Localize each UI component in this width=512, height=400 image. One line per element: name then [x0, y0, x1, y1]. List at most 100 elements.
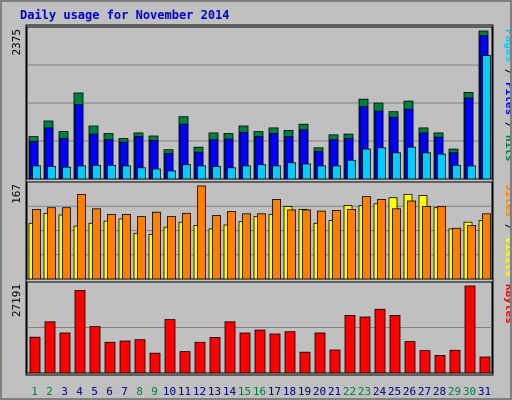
bar-kbytes-day-28: [434, 354, 446, 374]
bar-pages-day-9: [152, 168, 161, 180]
x-tick-day-20: 20: [313, 385, 326, 398]
bar-pages-day-28: [437, 153, 446, 180]
bar-pages-day-18: [287, 162, 296, 180]
bar-kbytes-day-16: [254, 329, 266, 374]
bar-kbytes-day-12: [194, 341, 206, 374]
bar-sites-day-20: [317, 210, 326, 280]
y-max-label-sites-visits: 167: [10, 184, 23, 204]
bar-sites-day-11: [182, 212, 191, 280]
legend-entry-hits: Hits: [503, 135, 512, 162]
bar-sites-day-24: [377, 198, 386, 280]
bar-kbytes-day-17: [269, 333, 281, 374]
bar-kbytes-day-29: [449, 349, 461, 374]
bar-kbytes-day-31: [479, 356, 491, 374]
legend-separator: /: [503, 62, 512, 82]
bar-sites-day-25: [392, 208, 401, 280]
bar-kbytes-day-1: [29, 336, 41, 374]
x-tick-day-15: 15: [238, 385, 251, 398]
bar-pages-day-11: [182, 164, 191, 180]
bar-pages-day-29: [452, 164, 461, 180]
bar-pages-day-14: [227, 167, 236, 180]
bar-sites-day-13: [212, 215, 221, 280]
bar-sites-day-9: [152, 211, 161, 280]
bar-sites-day-28: [437, 206, 446, 280]
bar-sites-day-14: [227, 211, 236, 280]
x-tick-day-1: 1: [31, 385, 38, 398]
x-tick-day-2: 2: [46, 385, 53, 398]
bar-kbytes-day-8: [134, 339, 146, 374]
x-tick-day-9: 9: [151, 385, 158, 398]
bar-pages-day-6: [107, 164, 116, 180]
x-tick-day-16: 16: [253, 385, 266, 398]
bar-sites-day-12: [197, 185, 206, 280]
bar-kbytes-day-7: [119, 340, 131, 374]
bar-kbytes-day-4: [74, 290, 86, 374]
bar-kbytes-day-24: [374, 308, 386, 374]
bar-pages-day-3: [62, 166, 71, 180]
bar-pages-day-31: [482, 55, 491, 180]
bar-kbytes-day-3: [59, 332, 71, 374]
x-tick-day-25: 25: [388, 385, 401, 398]
bar-sites-day-8: [137, 216, 146, 280]
bar-kbytes-day-18: [284, 331, 296, 374]
bar-sites-day-5: [92, 208, 101, 280]
x-tick-day-18: 18: [283, 385, 296, 398]
bar-kbytes-day-14: [224, 321, 236, 374]
legend-entry-files: Files: [503, 82, 512, 115]
x-tick-day-14: 14: [223, 385, 237, 398]
bar-sites-day-21: [332, 210, 341, 280]
bar-kbytes-day-30: [464, 285, 476, 374]
bar-kbytes-day-13: [209, 337, 221, 374]
bar-kbytes-day-6: [104, 341, 116, 374]
x-tick-day-11: 11: [178, 385, 191, 398]
bar-kbytes-day-19: [299, 351, 311, 374]
bar-sites-day-16: [257, 213, 266, 280]
legend-kbytes: KBytes: [503, 284, 512, 324]
bar-kbytes-day-20: [314, 332, 326, 374]
bar-pages-day-15: [242, 165, 251, 180]
bar-sites-day-4: [77, 193, 86, 280]
bar-kbytes-day-22: [344, 314, 356, 374]
x-tick-day-5: 5: [91, 385, 98, 398]
legend-separator: /: [503, 217, 512, 237]
bar-pages-day-8: [137, 167, 146, 180]
bar-pages-day-23: [362, 148, 371, 180]
x-tick-day-19: 19: [298, 385, 311, 398]
bar-kbytes-day-15: [239, 332, 251, 374]
bar-pages-day-30: [467, 165, 476, 180]
x-tick-day-10: 10: [163, 385, 176, 398]
legend-entry-sites: Sites: [503, 184, 512, 217]
x-tick-day-27: 27: [418, 385, 431, 398]
bar-pages-day-4: [77, 165, 86, 180]
legend-entry-visits: Visits: [503, 237, 512, 277]
bar-kbytes-day-27: [419, 350, 431, 374]
x-tick-day-30: 30: [463, 385, 476, 398]
bar-pages-day-5: [92, 164, 101, 180]
x-tick-day-12: 12: [193, 385, 206, 398]
bar-sites-day-6: [107, 213, 116, 280]
bar-kbytes-day-23: [359, 316, 371, 374]
bar-pages-day-16: [257, 164, 266, 180]
bar-pages-day-20: [317, 165, 326, 180]
bar-sites-day-26: [407, 200, 416, 280]
x-tick-day-28: 28: [433, 385, 446, 398]
bar-kbytes-day-5: [89, 326, 101, 374]
bar-pages-day-22: [347, 159, 356, 180]
y-max-label-kbytes: 27191: [10, 284, 23, 317]
bar-pages-day-19: [302, 163, 311, 180]
bar-sites-day-1: [32, 208, 41, 280]
bar-pages-day-13: [212, 166, 221, 180]
bar-sites-day-18: [287, 209, 296, 280]
bar-sites-day-23: [362, 196, 371, 280]
bar-pages-day-2: [47, 166, 56, 180]
plot-frame: [25, 24, 494, 376]
bar-sites-day-22: [347, 208, 356, 280]
bar-pages-day-25: [392, 152, 401, 180]
bar-sites-day-10: [167, 216, 176, 280]
bar-pages-day-26: [407, 146, 416, 180]
legend-sites-visits: Sites / Visits: [503, 184, 512, 277]
x-tick-day-29: 29: [448, 385, 461, 398]
x-tick-day-17: 17: [268, 385, 281, 398]
bar-kbytes-day-25: [389, 314, 401, 374]
